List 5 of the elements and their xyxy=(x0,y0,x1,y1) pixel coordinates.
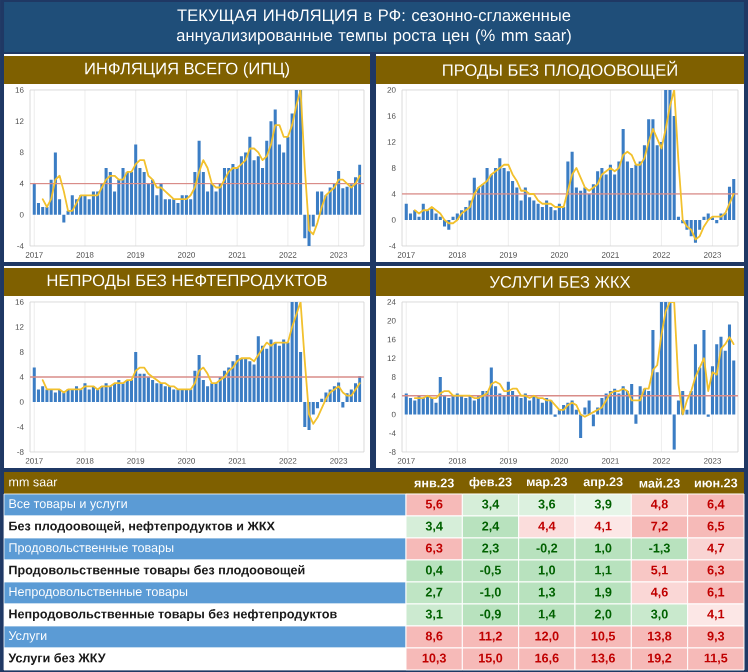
chart-title: УСЛУГИ БЕЗ ЖКХ xyxy=(489,276,631,288)
text: ТЕКУЩАЯ ИНФЛЯЦИЯ в РФ: сезонно-сглаженные аннуализированные темпы роста цен (% mm saar) xyxy=(176,9,571,45)
chart-title: ИНФЛЯЦИЯ ВСЕГО (ИПЦ) xyxy=(85,62,289,78)
chart-title: ПРОДЫ БЕЗ ПЛОДООВОЩЕЙ xyxy=(443,60,677,80)
chart-title: НЕПРОДЫ БЕЗ НЕФТЕПРОДУКТОВ xyxy=(47,274,327,290)
